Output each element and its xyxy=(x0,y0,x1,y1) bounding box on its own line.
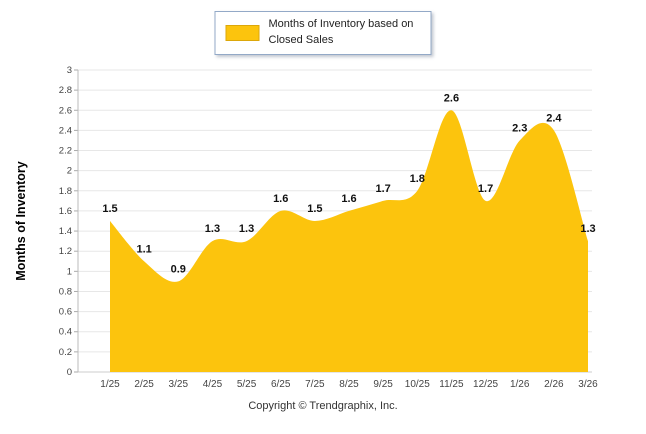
copyright-text: Copyright © Trendgraphix, Inc. xyxy=(248,400,398,412)
x-tick-label: 1/25 xyxy=(100,379,120,390)
legend: Months of Inventory based on Closed Sale… xyxy=(214,11,432,55)
data-label: 1.5 xyxy=(307,203,322,215)
x-tick-label: 6/25 xyxy=(271,379,291,390)
data-label: 2.3 xyxy=(512,122,527,134)
data-label: 1.3 xyxy=(239,223,254,235)
y-tick-label: 1.8 xyxy=(59,186,72,197)
y-tick-label: 0.8 xyxy=(59,286,72,297)
y-tick-label: 1 xyxy=(67,266,72,277)
y-tick-label: 1.2 xyxy=(59,246,72,257)
data-label: 0.9 xyxy=(171,263,186,275)
data-label: 1.6 xyxy=(341,193,356,205)
x-tick-label: 2/26 xyxy=(544,379,564,390)
x-tick-label: 4/25 xyxy=(203,379,223,390)
y-tick-label: 2.2 xyxy=(59,146,72,157)
x-tick-label: 10/25 xyxy=(405,379,430,390)
y-axis-title: Months of Inventory xyxy=(14,161,28,280)
data-label: 1.6 xyxy=(273,193,288,205)
legend-swatch xyxy=(225,24,260,41)
x-tick-label: 11/25 xyxy=(439,379,464,390)
y-tick-label: 2 xyxy=(67,166,72,177)
data-label: 2.4 xyxy=(546,112,562,124)
x-tick-label: 1/26 xyxy=(510,379,530,390)
y-tick-label: 0.6 xyxy=(59,307,72,318)
data-label: 1.1 xyxy=(136,243,151,255)
data-label: 1.8 xyxy=(410,173,425,185)
y-tick-label: 3 xyxy=(67,65,72,76)
data-label: 1.5 xyxy=(102,203,117,215)
data-label: 2.6 xyxy=(444,92,459,104)
area-series xyxy=(110,110,588,372)
x-tick-label: 3/26 xyxy=(578,379,598,390)
y-tick-label: 2.4 xyxy=(59,125,72,136)
y-tick-label: 0.2 xyxy=(59,347,72,358)
legend-label: Months of Inventory based on Closed Sale… xyxy=(268,18,414,46)
y-tick-label: 1.4 xyxy=(59,226,72,237)
x-tick-label: 7/25 xyxy=(305,379,325,390)
chart-generated: 0 0.2 0.4 0.6 0.8 1 1.2 1.4 1.6 1.8 2 2.2 2.4 2.6 2.8 3… xyxy=(59,65,598,390)
x-tick-label: 9/25 xyxy=(373,379,393,390)
x-tick-label: 12/25 xyxy=(473,379,498,390)
y-tick-label: 1.6 xyxy=(59,206,72,217)
y-tick-label: 2.8 xyxy=(59,85,72,96)
y-tick-label: 0.4 xyxy=(59,327,72,338)
x-tick-label: 3/25 xyxy=(169,379,189,390)
y-tick-label: 0 xyxy=(67,367,72,378)
data-label: 1.3 xyxy=(580,223,595,235)
data-label: 1.3 xyxy=(205,223,220,235)
x-tick-label: 2/25 xyxy=(134,379,154,390)
data-label: 1.7 xyxy=(478,183,493,195)
x-tick-label: 5/25 xyxy=(237,379,257,390)
x-tick-label: 8/25 xyxy=(339,379,359,390)
data-label: 1.7 xyxy=(375,183,390,195)
y-tick-label: 2.6 xyxy=(59,105,72,116)
